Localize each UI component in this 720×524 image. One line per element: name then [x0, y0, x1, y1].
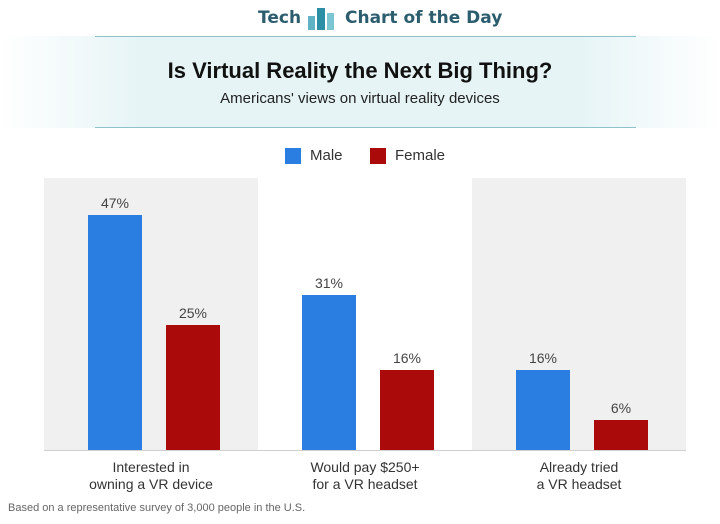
bar-female-0 — [166, 325, 220, 450]
chart-logo-icon — [308, 8, 334, 30]
value-label-female-1: 16% — [393, 350, 421, 366]
chart-subtitle: Americans' views on virtual reality devi… — [220, 90, 500, 107]
category-label-1-1: for a VR headset — [312, 476, 417, 492]
value-label-male-1: 31% — [315, 275, 343, 291]
brand-left-text: Tech — [258, 8, 302, 28]
chart-title: Is Virtual Reality the Next Big Thing? — [167, 58, 553, 83]
footnote: Based on a representative survey of 3,00… — [8, 502, 306, 514]
value-label-female-2: 6% — [611, 400, 631, 416]
legend-item-female: Female — [370, 147, 445, 164]
category-label-0-1: owning a VR device — [89, 476, 213, 492]
legend: Male Female — [0, 147, 720, 169]
brand-header: Tech Chart of the Day — [0, 4, 720, 34]
title-rule-top — [95, 36, 636, 37]
bar-female-2 — [594, 420, 648, 450]
category-label-0-0: Interested in — [112, 459, 189, 475]
legend-swatch-male — [285, 147, 301, 164]
value-label-male-0: 47% — [101, 195, 129, 211]
panel-bg-0 — [44, 178, 258, 450]
legend-item-male: Male — [285, 147, 343, 164]
value-label-male-2: 16% — [529, 350, 557, 366]
legend-label-female: Female — [395, 147, 446, 164]
value-label-female-0: 25% — [179, 305, 207, 321]
brand-right-text: Chart of the Day — [345, 8, 503, 28]
panel-bg-2 — [472, 178, 686, 450]
category-label-2-0: Already tried — [540, 459, 619, 475]
legend-swatch-female — [370, 147, 386, 164]
category-label-2-1: a VR headset — [537, 476, 622, 492]
bar-male-2 — [516, 370, 570, 450]
legend-label-male: Male — [310, 147, 343, 164]
title-band — [0, 36, 720, 128]
bar-female-1 — [380, 370, 434, 450]
title-rule-bottom — [95, 127, 636, 128]
category-label-1-0: Would pay $250+ — [310, 459, 419, 475]
bar-male-1 — [302, 295, 356, 450]
bar-male-0 — [88, 215, 142, 450]
